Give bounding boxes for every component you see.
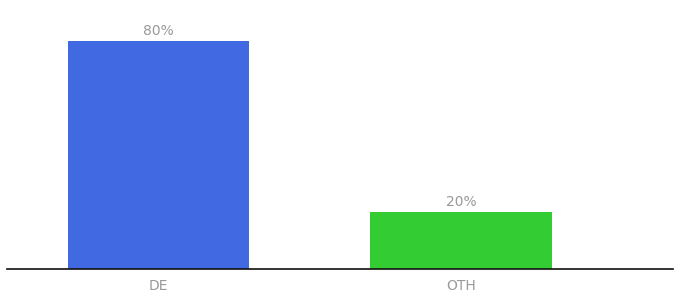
Text: 20%: 20% — [446, 195, 477, 209]
Text: 80%: 80% — [143, 24, 173, 38]
Bar — [67, 41, 249, 269]
Bar — [371, 212, 552, 269]
